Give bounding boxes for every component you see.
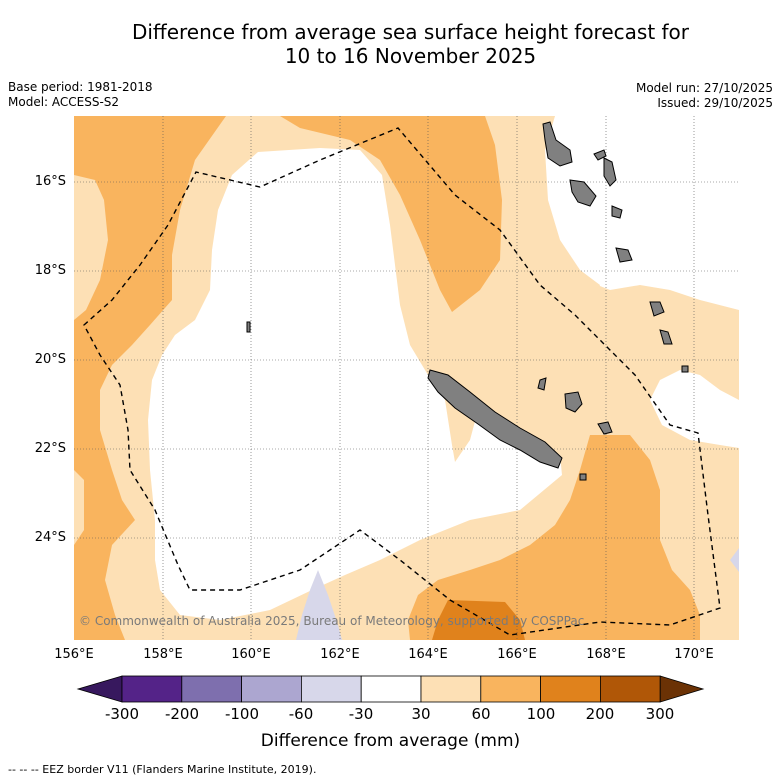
anomaly-band-negative-east-edge (730, 548, 739, 572)
colorbar-segment-2 (181, 675, 243, 703)
colorbar-extend-high (659, 675, 705, 703)
land-masses (246, 121, 689, 481)
lon-label-156e: 156°E (54, 647, 94, 662)
anomaly-band-neutral-northeast (535, 116, 739, 310)
new-caledonia (427, 369, 563, 469)
eez-footnote: -- -- -- EEZ border V11 (Flanders Marine… (8, 763, 317, 776)
copyright-notice: © Commonwealth of Australia 2025, Bureau… (79, 614, 585, 628)
lon-label-168e: 168°E (586, 647, 626, 662)
colorbar-tick--60: -60 (288, 705, 314, 723)
isle-of-pines (579, 473, 587, 481)
lon-label-158e: 158°E (143, 647, 183, 662)
anomaly-band-60-100-southeast (408, 435, 700, 640)
colorbar-segment-9 (600, 675, 661, 703)
vanuatu-erromango (615, 247, 633, 263)
lat-label-20s: 20°S (34, 352, 66, 367)
chesterfield-islet (246, 321, 251, 333)
loyalty-island-1 (564, 391, 583, 413)
title-line-1: Difference from average sea surface heig… (131, 20, 690, 44)
meta-left: Base period: 1981-2018 Model: ACCESS-S2 (8, 80, 153, 110)
meta-right: Model run: 27/10/2025 Issued: 29/10/2025 (636, 81, 773, 111)
anomaly-band-100-200-south (432, 600, 525, 640)
colorbar-tick-30: 30 (411, 705, 431, 723)
lon-label-160e: 160°E (231, 647, 271, 662)
vanuatu-tanna (649, 301, 665, 317)
vanuatu-ambae (593, 149, 607, 161)
vanuatu-malakula (569, 179, 597, 207)
anomaly-band-30-60-northeast (510, 116, 600, 330)
colorbar-tick-100: 100 (526, 705, 556, 723)
lon-label-170e: 170°E (674, 647, 714, 662)
eez-border (83, 127, 721, 636)
anomaly-band-30-60-west-low (74, 470, 84, 545)
lat-label-18s: 18°S (34, 263, 66, 278)
colorbar-tick--100: -100 (224, 705, 260, 723)
anomaly-band-60-100-north (280, 116, 502, 312)
colorbar-tick--300: -300 (104, 705, 140, 723)
title-line-2: 10 to 16 November 2025 (284, 44, 537, 68)
lat-label-22s: 22°S (34, 441, 66, 456)
loyalty-island-3 (537, 377, 547, 391)
vanuatu-pentecost (603, 157, 617, 187)
anomaly-band-60-100-west (74, 116, 226, 640)
colorbar-segment-5 (360, 675, 422, 703)
colorbar-segment-3 (241, 675, 302, 703)
map-title: Difference from average sea surface heig… (40, 20, 781, 68)
vanuatu-aneityum (659, 329, 673, 345)
colorbar-segment-1 (121, 675, 183, 703)
anomaly-band-neutral-east (650, 370, 739, 448)
colorbar-tick--30: -30 (348, 705, 374, 723)
lon-label-164e: 164°E (408, 647, 448, 662)
colorbar-tick-60: 60 (471, 705, 491, 723)
colorbar-tick--200: -200 (164, 705, 200, 723)
colorbar-tick-300: 300 (645, 705, 675, 723)
colorbar-segment-8 (540, 675, 601, 703)
colorbar-segment-7 (480, 675, 541, 703)
issued-date: Issued: 29/10/2025 (657, 96, 773, 110)
model-name: Model: ACCESS-S2 (8, 95, 120, 109)
colorbar-segment-6 (420, 675, 482, 703)
colorbar (76, 675, 705, 703)
vanuatu-espiritu-santo (542, 121, 573, 167)
lon-label-162e: 162°E (320, 647, 360, 662)
vanuatu-efate (611, 205, 623, 219)
colorbar-segment-4 (300, 675, 362, 703)
lon-label-166e: 166°E (497, 647, 537, 662)
lat-label-24s: 24°S (34, 530, 66, 545)
colorbar-tick-200: 200 (585, 705, 615, 723)
anomaly-band-neutral-central (148, 148, 562, 620)
colorbar-title: Difference from average (mm) (260, 731, 521, 751)
loyalty-island-2 (597, 421, 613, 435)
anomaly-band-negative-south (296, 570, 342, 640)
anomaly-band-30-60-west-edge (74, 175, 108, 320)
matthew-island (681, 365, 689, 373)
lat-label-16s: 16°S (34, 174, 66, 189)
base-period: Base period: 1981-2018 (8, 80, 153, 94)
colorbar-extend-low (76, 675, 123, 703)
model-run: Model run: 27/10/2025 (635, 81, 773, 95)
